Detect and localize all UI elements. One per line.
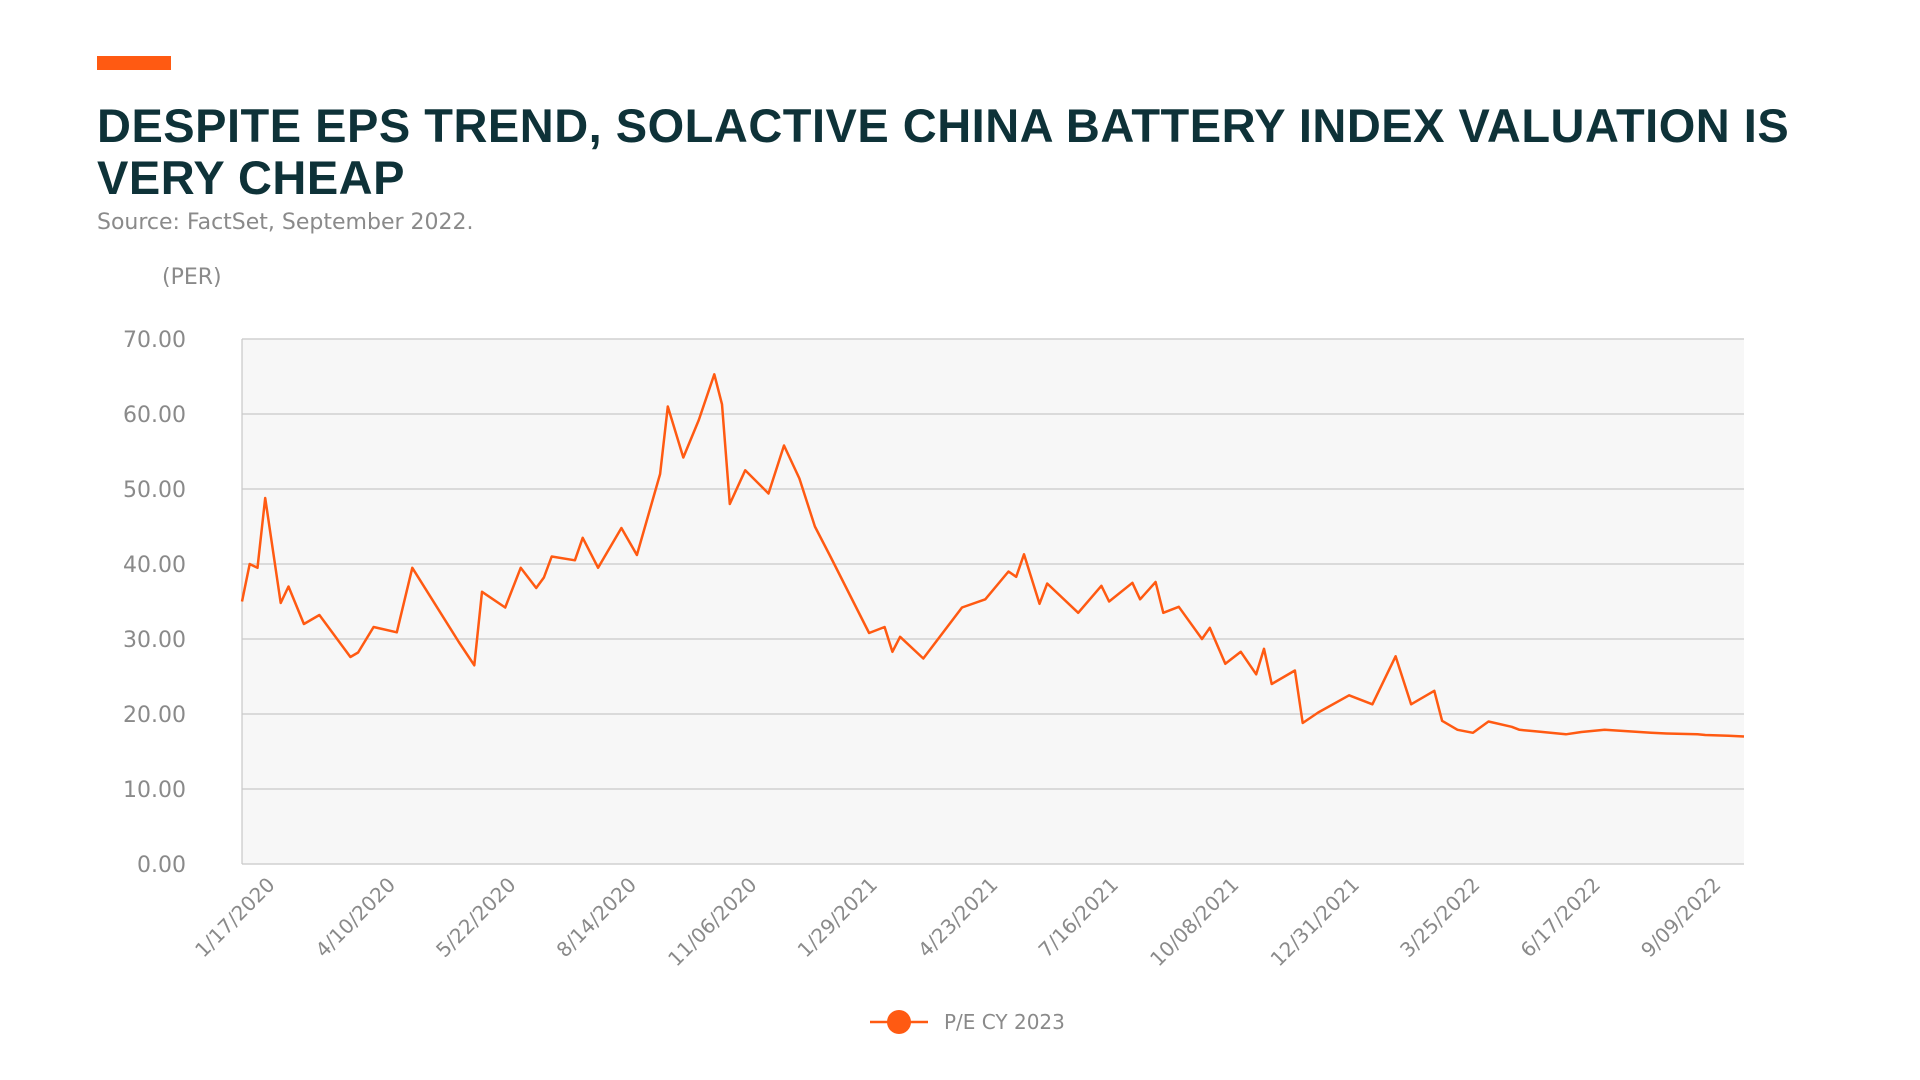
page-title: DESPITE EPS TREND, SOLACTIVE CHINA BATTE… bbox=[97, 99, 1790, 204]
x-tick-label: 3/25/2022 bbox=[1395, 873, 1484, 962]
x-tick-label: 10/08/2021 bbox=[1145, 873, 1243, 971]
accent-bar bbox=[97, 56, 171, 70]
gridlines bbox=[241, 338, 1744, 865]
series-line-pe-cy-2023 bbox=[240, 373, 1745, 738]
x-tick-label: 1/17/2020 bbox=[190, 873, 279, 962]
x-tick-label: 9/09/2022 bbox=[1636, 873, 1725, 962]
y-tick-label: 50.00 bbox=[123, 478, 186, 503]
y-tick-label: 60.00 bbox=[123, 403, 186, 428]
y-tick-label: 20.00 bbox=[123, 703, 186, 728]
x-axis-ticks: 1/17/2020 4/10/2020 5/22/2020 8/14/2020 11/0… bbox=[190, 873, 1725, 971]
y-tick-label: 70.00 bbox=[123, 328, 186, 353]
y-tick-label: 0.00 bbox=[137, 853, 186, 878]
x-tick-label: 4/23/2021 bbox=[913, 873, 1002, 962]
legend-marker bbox=[887, 1010, 911, 1034]
x-tick-label: 5/22/2020 bbox=[431, 873, 520, 962]
y-axis-ticks: 0.00 10.00 20.00 30.00 40.00 50.00 60.00 70.00 bbox=[123, 328, 186, 878]
x-tick-label: 1/29/2021 bbox=[793, 873, 882, 962]
x-tick-label: 6/17/2022 bbox=[1516, 873, 1605, 962]
legend: P/E CY 2023 bbox=[870, 1010, 1065, 1034]
x-tick-label: 7/16/2021 bbox=[1034, 873, 1123, 962]
x-tick-label: 8/14/2020 bbox=[552, 873, 641, 962]
x-tick-label: 4/10/2020 bbox=[311, 873, 400, 962]
y-tick-label: 40.00 bbox=[123, 553, 186, 578]
y-tick-label: 10.00 bbox=[123, 778, 186, 803]
x-tick-label: 12/31/2021 bbox=[1266, 873, 1364, 971]
plot-area bbox=[242, 339, 1744, 864]
legend-label: P/E CY 2023 bbox=[944, 1010, 1065, 1034]
y-tick-label: 30.00 bbox=[123, 628, 186, 653]
y-axis-label: (PER) bbox=[162, 265, 222, 290]
source-note: Source: FactSet, September 2022. bbox=[97, 210, 474, 235]
x-tick-label: 11/06/2020 bbox=[663, 873, 761, 971]
